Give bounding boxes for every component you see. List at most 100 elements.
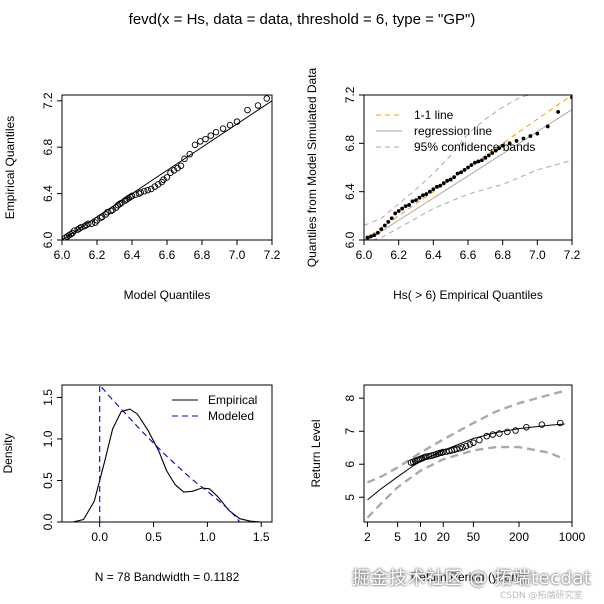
legend-label: Modeled [208,409,254,423]
data-point [469,163,474,167]
data-point [528,134,533,138]
data-point [254,102,262,109]
data-point [455,171,460,176]
data-point [186,150,193,158]
data-point [379,227,384,232]
data-point [427,189,432,194]
x-tick-label: 6.4 [425,248,442,262]
data-point [104,208,111,216]
plot-area [364,95,572,240]
data-point [496,430,503,437]
x-tick-label: 10 [414,530,428,544]
data-point [545,124,550,129]
data-point [507,141,512,146]
y-tick-label: 1.5 [41,389,55,406]
data-point [177,162,185,170]
x-tick-label: 6.6 [460,248,477,262]
data-point [191,141,199,149]
data-point [417,195,422,200]
data-point [489,431,497,438]
data-point [421,193,425,198]
data-point [181,155,188,163]
y-axis-label: Density [1,433,15,473]
x-tick-label: 6.0 [356,248,373,262]
data-point [135,190,143,197]
data-point [493,148,498,153]
data-point [459,444,466,451]
y-tick-label: 0.5 [41,472,55,489]
data-point [137,189,144,196]
confidence-band-upper [364,95,531,226]
x-tick-label: 2 [364,530,371,544]
data-point [497,146,502,151]
data-point [490,151,495,155]
data-point [393,211,398,216]
data-point [476,159,481,164]
watermark-brand: 掘金技术社区 @ 拓端tecdat [352,568,592,589]
panel-density: Empirical Modeled N = 78 Bandwidth = 0.118… [1,384,273,584]
x-tick-label: 50 [467,530,481,544]
legend: Empirical Modeled [172,393,257,423]
plot-frame [61,94,273,241]
y-axis-label: Quantiles from Model Simulated Data [305,67,319,267]
y-tick-label: 1.0 [41,430,55,447]
data-point [479,158,484,163]
data-point [538,421,546,428]
data-point [439,448,447,456]
y-tick-label: 7.2 [343,86,357,103]
legend-label: 1-1 line [414,108,454,122]
data-point [486,153,491,158]
data-point [396,209,401,213]
data-point [389,216,394,221]
data-point [219,125,227,132]
x-tick-label: 6.8 [494,248,511,262]
data-point [556,110,561,114]
data-point [140,188,148,195]
x-tick-label: 7.2 [264,248,281,262]
data-point [375,230,380,235]
plot-area [366,389,566,519]
x-tick-label: 6.4 [124,248,141,262]
data-point [403,204,408,209]
y-tick-label: 8 [343,395,357,402]
data-point [77,223,85,231]
data-point [400,206,405,211]
data-point [132,191,139,199]
data-point [128,192,136,200]
x-axis-label: Model Quantiles [124,288,211,302]
data-point [470,439,477,447]
plot-area [62,95,272,240]
data-point [244,106,251,114]
watermark-credit: CSDN @拓端研究室 [500,591,583,601]
x-tick-label: 6.8 [194,248,211,262]
data-point [163,174,171,181]
data-point [462,168,467,172]
data-point [116,200,123,208]
x-tick-label: 200 [509,530,529,544]
figure-title: fevd(x = Hs, data = data, threshold = 6,… [129,11,476,28]
data-point [434,184,439,189]
legend: 1-1 line regression line 95% confidence ba… [376,108,535,154]
series-modeled [99,385,241,522]
data-point [466,441,474,448]
data-point [431,187,436,192]
y-tick-label: 6.0 [343,231,357,248]
panel-qq: Model Quantiles Empirical Quantiles 6.0 6.2… [3,92,281,302]
x-tick-label: 7.2 [564,248,581,262]
data-point [97,214,104,222]
x-tick-label: 6.2 [89,248,106,262]
panel-sim: 1-1 line regression line 95% confidence ba… [305,67,581,302]
legend-label: regression line [414,124,492,138]
data-point [212,128,220,136]
data-point [233,118,241,125]
y-tick-label: 6.0 [41,231,55,248]
data-point [512,427,519,434]
data-point [369,234,373,239]
y-axis-label: Return Level [309,419,323,487]
data-point [88,220,95,228]
panel-return: Return Period (years) Return Level 2 5 10 20 5… [309,384,586,584]
y-tick-label: 5 [343,494,357,501]
data-point [456,445,463,452]
data-point [483,432,491,440]
